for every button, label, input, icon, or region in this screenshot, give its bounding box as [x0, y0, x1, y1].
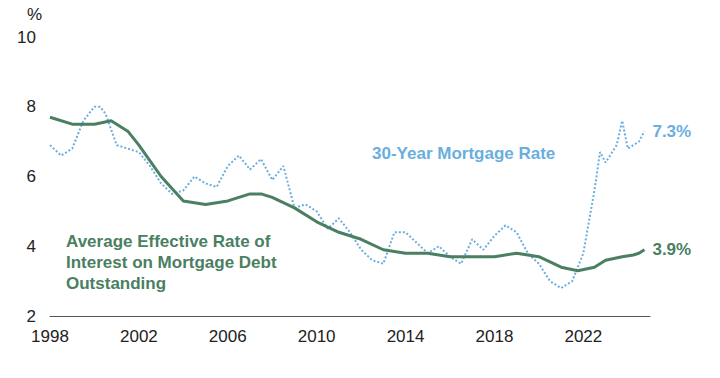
svg-text:3.9%: 3.9%: [652, 240, 691, 259]
svg-text:Average Effective Rate of: Average Effective Rate of: [66, 232, 275, 251]
svg-text:2022: 2022: [564, 327, 602, 346]
svg-text:10: 10: [17, 28, 36, 47]
svg-text:30-Year Mortgage Rate: 30-Year Mortgage Rate: [372, 144, 555, 163]
svg-text:Interest on Mortgage Debt: Interest on Mortgage Debt: [66, 253, 281, 272]
svg-text:2006: 2006: [209, 327, 247, 346]
svg-text:Outstanding: Outstanding: [66, 274, 166, 293]
svg-text:6: 6: [27, 167, 36, 186]
svg-text:4: 4: [27, 237, 36, 256]
svg-text:2: 2: [27, 307, 36, 326]
svg-text:2018: 2018: [476, 327, 514, 346]
svg-text:2014: 2014: [387, 327, 425, 346]
svg-text:2002: 2002: [120, 327, 158, 346]
svg-text:8: 8: [27, 97, 36, 116]
svg-text:%: %: [27, 5, 42, 24]
svg-text:7.3%: 7.3%: [652, 122, 691, 141]
svg-text:1998: 1998: [31, 327, 69, 346]
svg-text:2010: 2010: [298, 327, 336, 346]
